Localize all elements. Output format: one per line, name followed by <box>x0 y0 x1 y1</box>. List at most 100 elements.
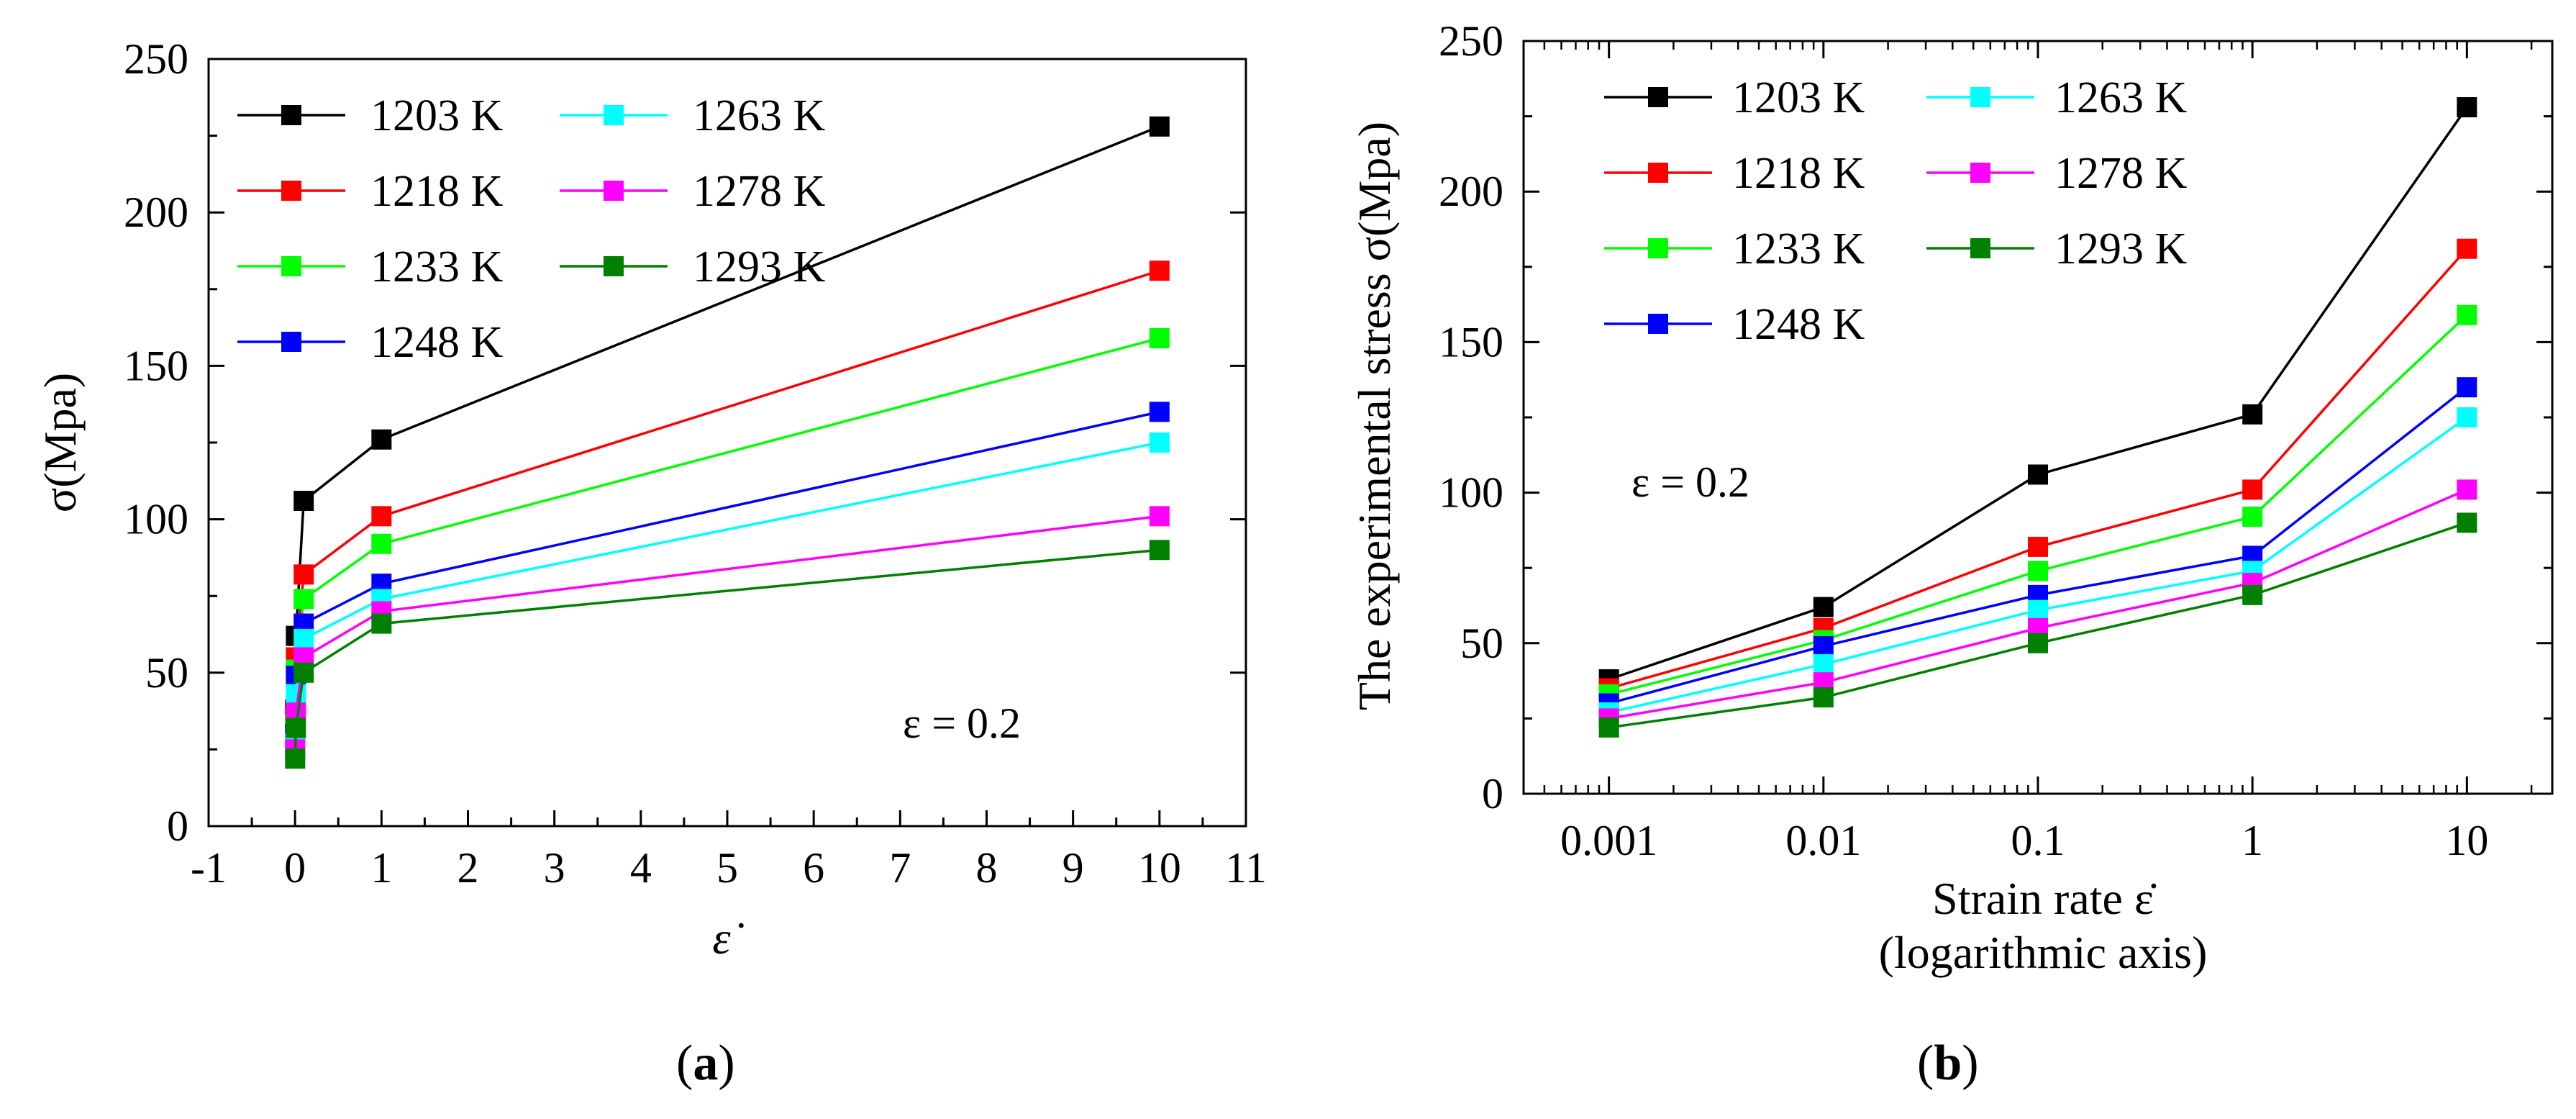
panel-a-x-tick-label: 11 <box>1225 844 1267 892</box>
panel-b-data-point <box>2028 561 2048 581</box>
panel-b-data-point <box>2028 599 2048 620</box>
panel-b-y-tick-label: 50 <box>1460 620 1503 667</box>
panel-a-legend-label: 1263 K <box>693 91 826 140</box>
panel-b-legend-marker <box>1648 87 1668 107</box>
panel-a-data-point <box>293 589 314 610</box>
panel-a-x-tick-label: 10 <box>1138 844 1181 892</box>
panel-a-x-tick-label: 6 <box>803 844 824 892</box>
panel-b-legend-marker <box>1970 87 1990 107</box>
panel-a-x-tick-label: 0 <box>284 844 306 892</box>
panel-b-data-point <box>2028 464 2048 485</box>
panel-b-legend-label: 1218 K <box>1732 149 1865 198</box>
panel-a-series-line <box>293 515 1160 750</box>
panel-a-data-point <box>1149 116 1170 137</box>
panel-a-legend-marker <box>604 105 624 125</box>
panel-a-data-point <box>371 533 392 554</box>
panel-b-y-tick-label: 150 <box>1439 318 1503 366</box>
panel-b-caption: (b) <box>1917 1036 1979 1091</box>
panel-b-legend-label: 1248 K <box>1732 300 1865 349</box>
panel-a-x-tick-label: 1 <box>370 844 392 892</box>
panel-a-legend-label: 1293 K <box>693 243 826 291</box>
panel-a-legend-marker <box>281 105 301 125</box>
panel-b-data-point <box>2457 479 2477 500</box>
panel-a-data-point <box>286 684 306 705</box>
panel-a-y-tick-label: 250 <box>124 35 188 83</box>
panel-b-legend-label: 1263 K <box>2054 73 2188 122</box>
panel-b-data-point <box>2028 633 2048 653</box>
panel-a-y-tick-label: 100 <box>124 496 188 543</box>
panel-a-caption-letter: a <box>693 1036 718 1091</box>
panel-a-series-line <box>293 548 1160 759</box>
panel-a-data-point <box>1149 506 1170 527</box>
panel-a-legend-marker <box>604 256 624 276</box>
panel-a-x-tick-label: 2 <box>458 844 479 892</box>
panel-a-x-tick-label: 5 <box>716 844 738 892</box>
panel-b-legend-label: 1233 K <box>1732 225 1865 273</box>
panel-b-data-point <box>2457 238 2477 259</box>
panel-b-data-point <box>1813 687 1834 708</box>
panel-b-legend-label: 1278 K <box>2054 149 2188 198</box>
panel-a-data-point <box>1149 432 1170 453</box>
panel-b: 0 50 100 150 200 250 0.001 0.01 0.1 1 10 1203 K 121… <box>1349 17 2554 1091</box>
panel-a-x-tick-label: 3 <box>544 844 565 892</box>
panel-a-x-axis-label: ε̇ <box>712 912 744 964</box>
panel-a-data-point <box>1149 402 1170 422</box>
panel-a-data-point <box>293 628 314 649</box>
panel-b-data-point <box>2457 512 2477 533</box>
panel-a-data-point <box>1149 261 1170 281</box>
panel-b-x-axis-label-line2: (logarithmic axis) <box>1879 927 2208 978</box>
panel-b-x-tick-label: 0.01 <box>1785 817 1861 864</box>
panel-a-legend-label: 1278 K <box>693 167 826 216</box>
panel-a-data-point <box>1149 328 1170 349</box>
panel-b-data-point <box>2028 536 2048 557</box>
panel-a-series-line <box>293 410 1160 735</box>
panel-a-strain-annotation: ε = 0.2 <box>903 699 1021 747</box>
panel-b-legend-marker <box>1648 238 1668 258</box>
panel-b-legend-marker <box>1970 163 1990 183</box>
panel-a-x-tick-label: 8 <box>976 844 998 892</box>
panel-b-data-point <box>2242 584 2263 605</box>
panel-b-data-point <box>2242 404 2263 425</box>
panel-a-legend-label: 1203 K <box>370 91 504 140</box>
panel-a-data-point <box>371 429 392 450</box>
panel-a-caption: (a) <box>676 1036 735 1091</box>
panel-b-data-point <box>2457 304 2477 325</box>
panel-a-legend-marker <box>281 256 301 276</box>
panel-a-legend-marker <box>604 181 624 201</box>
panel-b-data-point <box>2242 507 2263 527</box>
panel-a-data-point <box>285 748 306 769</box>
panel-a-x-tick-label: 9 <box>1062 844 1084 892</box>
panel-b-x-tick-label: 10 <box>2445 817 2488 864</box>
panel-b-y-tick-label: 0 <box>1482 770 1503 817</box>
panel-a-y-tick-label: 0 <box>167 802 188 850</box>
panel-b-data-point <box>2457 97 2477 118</box>
panel-b-data-point <box>2242 479 2263 500</box>
panel-a-legend-marker <box>281 181 301 201</box>
panel-b-legend-label: 1203 K <box>1732 73 1865 122</box>
panel-b-data-point <box>1598 717 1619 738</box>
panel-a-legend-label: 1248 K <box>370 318 504 367</box>
panel-a-data-point <box>286 717 306 738</box>
panel-b-strain-annotation: ε = 0.2 <box>1631 458 1749 506</box>
panel-a-legend-marker <box>281 332 301 352</box>
panel-b-y-tick-label: 250 <box>1439 17 1503 65</box>
panel-b-data-point <box>2457 377 2477 398</box>
panel-b-caption-letter: b <box>1934 1036 1962 1091</box>
panel-a-y-tick-label: 200 <box>124 189 188 236</box>
panel-b-data-point <box>1813 635 1834 656</box>
panel-a-data-point <box>371 506 392 527</box>
panel-b-data-point <box>1813 654 1834 675</box>
panel-b-y-tick-label: 200 <box>1439 168 1503 215</box>
panel-a-data-point <box>293 491 314 512</box>
panel-b-legend-marker <box>1970 238 1990 258</box>
panel-a-data-point <box>1149 540 1170 561</box>
panel-a-legend-label: 1218 K <box>370 167 504 216</box>
panel-a-series-line <box>293 441 1160 743</box>
panel-b-legend-label: 1293 K <box>2054 225 2188 273</box>
panel-b-legend-marker <box>1648 314 1668 334</box>
panel-b-plot-frame <box>1522 40 2554 795</box>
panel-b-data-point <box>1813 597 1834 617</box>
panel-a-legend-label: 1233 K <box>370 243 504 291</box>
